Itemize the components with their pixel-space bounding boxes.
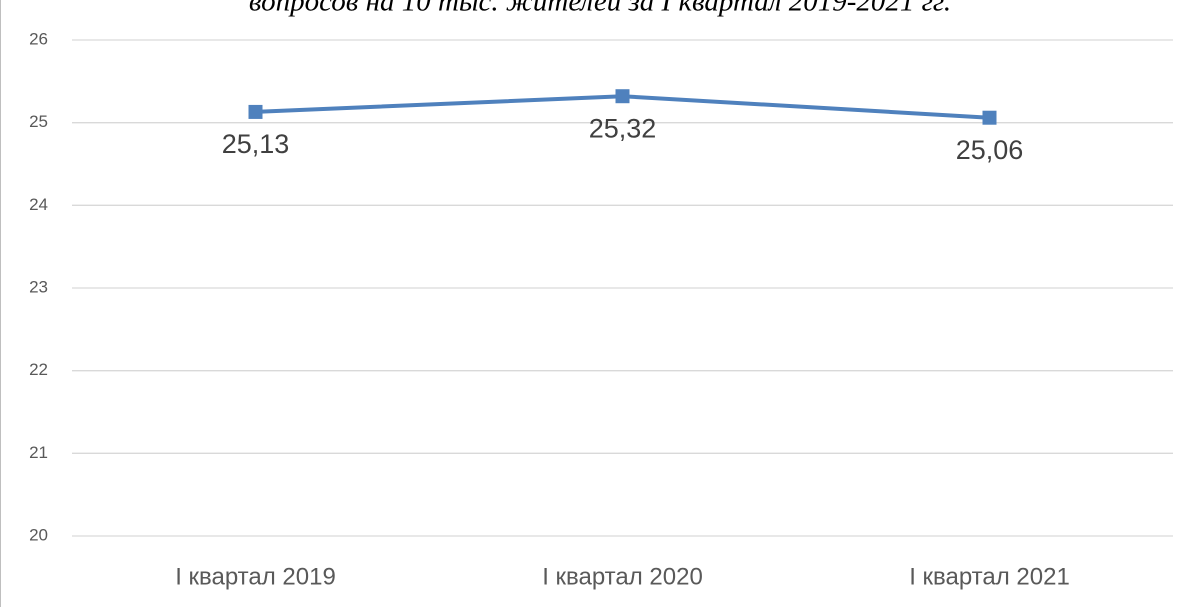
marker — [982, 110, 997, 125]
x-tick-label: I квартал 2021 — [909, 563, 1070, 590]
data-label: 25,13 — [222, 129, 290, 159]
marker — [615, 89, 630, 104]
marker — [248, 104, 263, 119]
data-label: 25,32 — [589, 113, 657, 143]
y-tick-label: 23 — [29, 277, 48, 296]
x-tick-label: I квартал 2019 — [175, 563, 336, 590]
y-tick-label: 25 — [29, 112, 48, 131]
y-tick-label: 24 — [29, 195, 48, 214]
y-tick-label: 20 — [29, 525, 48, 544]
y-tick-label: 22 — [29, 360, 48, 379]
chart-title: вопросов на 10 тыс. жителей за I квартал… — [249, 0, 951, 18]
y-tick-label: 26 — [29, 29, 48, 48]
x-tick-label: I квартал 2020 — [542, 563, 703, 590]
y-tick-label: 21 — [29, 443, 48, 462]
data-label: 25,06 — [956, 135, 1024, 165]
